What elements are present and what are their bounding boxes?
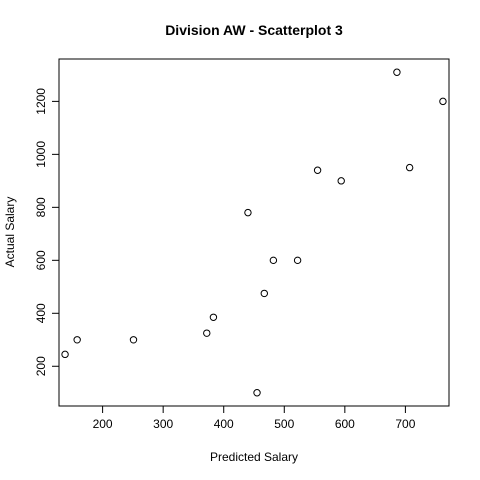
data-point: [62, 351, 68, 357]
x-axis-label: Predicted Salary: [210, 450, 298, 464]
plot-frame: [59, 59, 449, 406]
data-point: [204, 330, 210, 336]
data-point: [294, 257, 300, 263]
data-point: [406, 164, 412, 170]
x-axis: 200 300 400 500 600 700: [93, 406, 416, 431]
data-point: [74, 337, 80, 343]
data-point: [314, 167, 320, 173]
data-point: [254, 390, 260, 396]
data-points: [62, 69, 446, 396]
data-point: [270, 257, 276, 263]
y-axis-label: Actual Salary: [3, 197, 17, 268]
x-tick-label: 400: [214, 417, 234, 431]
y-axis: 200 400 600 800 1000 1200: [34, 88, 59, 377]
data-point: [440, 98, 446, 104]
data-point: [210, 314, 216, 320]
y-tick-label: 200: [34, 356, 48, 376]
y-tick-label: 1200: [34, 88, 48, 115]
chart-title: Division AW - Scatterplot 3: [165, 22, 343, 38]
data-point: [338, 178, 344, 184]
x-tick-label: 600: [335, 417, 355, 431]
y-tick-label: 800: [34, 197, 48, 217]
x-tick-label: 200: [93, 417, 113, 431]
x-tick-label: 300: [153, 417, 173, 431]
y-tick-label: 600: [34, 250, 48, 270]
x-tick-label: 700: [395, 417, 415, 431]
data-point: [394, 69, 400, 75]
y-tick-label: 1000: [34, 141, 48, 168]
data-point: [130, 337, 136, 343]
x-tick-label: 500: [274, 417, 294, 431]
y-tick-label: 400: [34, 303, 48, 323]
data-point: [261, 290, 267, 296]
data-point: [245, 209, 251, 215]
